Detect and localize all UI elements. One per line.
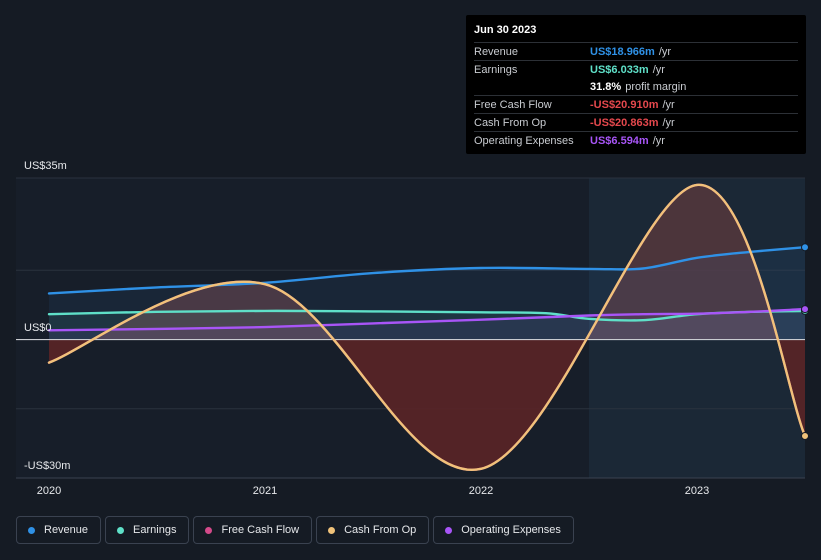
legend-item-earnings[interactable]: Earnings bbox=[105, 516, 190, 544]
legend-label: Earnings bbox=[133, 524, 177, 536]
cash-from-op-area-negative bbox=[49, 339, 805, 470]
legend-label: Revenue bbox=[44, 524, 89, 536]
y-axis-label-top: US$35m bbox=[24, 160, 67, 172]
legend-item-revenue[interactable]: Revenue bbox=[16, 516, 102, 544]
tooltip-row-margin: 31.8% profit margin bbox=[474, 78, 798, 96]
tooltip-label: Earnings bbox=[474, 64, 518, 76]
legend-dot-icon bbox=[205, 526, 213, 534]
legend-item-cash-from-op[interactable]: Cash From Op bbox=[316, 516, 430, 544]
tooltip-row-earnings: Earnings US$6.033m /yr bbox=[474, 61, 798, 78]
tooltip-unit: /yr bbox=[662, 99, 675, 111]
legend-item-operating-expenses[interactable]: Operating Expenses bbox=[433, 516, 574, 544]
earnings-area bbox=[49, 310, 805, 340]
tooltip-unit: /yr bbox=[652, 135, 665, 147]
y-axis-label-zero: US$0 bbox=[24, 322, 52, 334]
legend-label: Free Cash Flow bbox=[221, 524, 300, 536]
tooltip-value: US$6.033m bbox=[590, 64, 649, 76]
tooltip-date: Jun 30 2023 bbox=[474, 21, 798, 43]
tooltip-value: US$18.966m bbox=[590, 46, 655, 58]
tooltip-value: US$6.594m bbox=[590, 135, 649, 147]
legend-label: Cash From Op bbox=[344, 524, 417, 536]
tooltip-row-opex: Operating Expenses US$6.594m /yr bbox=[474, 132, 798, 149]
y-axis-label-bottom: -US$30m bbox=[24, 460, 71, 472]
chart-legend: Revenue Earnings Free Cash Flow Cash Fro… bbox=[16, 516, 574, 544]
cfo-end-marker bbox=[801, 432, 809, 440]
legend-dot-icon bbox=[328, 526, 336, 534]
x-tick-2022: 2022 bbox=[468, 485, 494, 497]
revenue-end-marker bbox=[801, 243, 809, 252]
legend-label: Operating Expenses bbox=[461, 524, 561, 536]
x-tick-2020: 2020 bbox=[36, 485, 62, 497]
tooltip-label: Operating Expenses bbox=[474, 135, 574, 147]
tooltip-value: -US$20.863m bbox=[590, 117, 659, 129]
cash-from-op-area-positive bbox=[49, 184, 805, 340]
x-tick-2023: 2023 bbox=[684, 485, 710, 497]
tooltip-unit: /yr bbox=[658, 46, 672, 58]
x-tick-2021: 2021 bbox=[252, 485, 278, 497]
opex-end-marker bbox=[801, 305, 809, 314]
tooltip-label: Cash From Op bbox=[474, 117, 547, 129]
legend-dot-icon bbox=[445, 526, 453, 534]
revenue-line bbox=[47, 246, 807, 295]
profit-margin-value: 31.8% bbox=[590, 81, 622, 93]
tooltip-row-fcf: Free Cash Flow -US$20.910m /yr bbox=[474, 96, 798, 114]
tooltip-value: -US$20.910m bbox=[590, 99, 659, 111]
cfo-line bbox=[47, 183, 807, 471]
tooltip-unit: /yr bbox=[662, 117, 675, 129]
opex-area bbox=[49, 309, 805, 340]
tooltip-unit: /yr bbox=[652, 64, 665, 76]
legend-dot-icon bbox=[28, 526, 35, 534]
opex-line bbox=[47, 307, 807, 332]
tooltip-label: Revenue bbox=[474, 46, 519, 58]
data-tooltip: Jun 30 2023 Revenue US$18.966m /yr Earni… bbox=[466, 15, 806, 154]
legend-item-free-cash-flow[interactable]: Free Cash Flow bbox=[193, 516, 313, 544]
legend-dot-icon bbox=[117, 526, 125, 534]
tooltip-row-revenue: Revenue US$18.966m /yr bbox=[474, 43, 798, 61]
profit-margin-text: profit margin bbox=[625, 81, 687, 93]
tooltip-row-cfo: Cash From Op -US$20.863m /yr bbox=[474, 114, 798, 132]
tooltip-label: Free Cash Flow bbox=[474, 99, 552, 111]
